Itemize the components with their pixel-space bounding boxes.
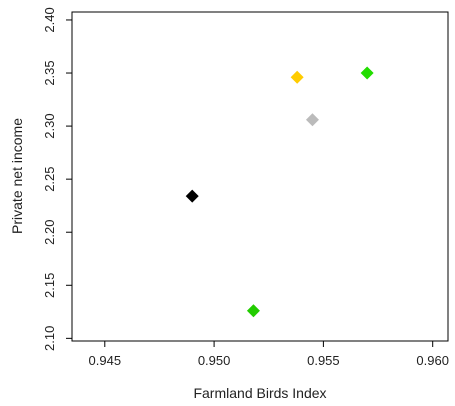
y-tick-label: 2.15 <box>42 273 57 298</box>
y-tick-label: 2.20 <box>42 220 57 245</box>
data-point-4 <box>305 113 319 127</box>
y-tick-label: 2.30 <box>42 113 57 138</box>
x-tick-label: 0.960 <box>416 353 449 368</box>
y-axis: 2.10 2.15 2.20 2.25 2.30 2.35 2.40 <box>42 7 72 351</box>
data-point-5 <box>360 66 374 80</box>
y-tick-label: 2.10 <box>42 326 57 351</box>
data-point-3 <box>290 70 304 84</box>
data-point-2 <box>246 304 260 318</box>
x-tick-label: 0.945 <box>89 353 122 368</box>
y-axis-title: Private net income <box>9 118 25 234</box>
x-axis: 0.945 0.950 0.955 0.960 <box>89 341 449 368</box>
x-axis-title: Farmland Birds Index <box>193 385 326 401</box>
plot-frame <box>71 11 449 342</box>
x-tick-label: 0.950 <box>198 353 231 368</box>
y-tick-label: 2.40 <box>42 7 57 32</box>
y-tick-label: 2.35 <box>42 60 57 85</box>
x-tick-label: 0.955 <box>307 353 340 368</box>
y-tick-label: 2.25 <box>42 166 57 191</box>
data-point-1 <box>185 189 199 203</box>
data-points <box>185 66 374 318</box>
